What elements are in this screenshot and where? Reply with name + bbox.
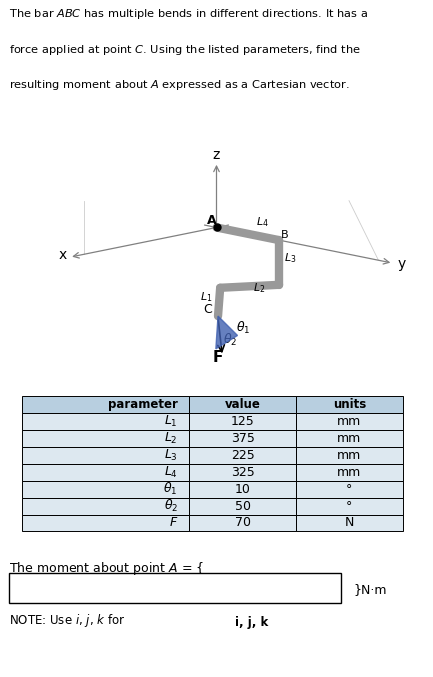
Text: mm: mm — [337, 432, 362, 445]
Bar — [296, 447, 403, 464]
Text: $\theta_2$: $\theta_2$ — [164, 498, 178, 514]
Text: C: C — [203, 303, 212, 316]
Text: °: ° — [346, 483, 352, 496]
Bar — [189, 413, 296, 430]
Bar — [22, 396, 189, 413]
Bar — [22, 498, 189, 515]
Text: $L_1$: $L_1$ — [200, 290, 212, 304]
Bar — [296, 413, 403, 430]
Text: 10: 10 — [235, 483, 251, 496]
Text: 70: 70 — [235, 517, 251, 529]
Text: $L_1$: $L_1$ — [164, 414, 178, 429]
Text: $\mathbf{F}$: $\mathbf{F}$ — [212, 349, 223, 366]
Text: value: value — [225, 398, 261, 411]
Text: $\theta_2$: $\theta_2$ — [223, 332, 237, 349]
Polygon shape — [216, 316, 238, 349]
Bar — [296, 464, 403, 481]
Bar — [189, 396, 296, 413]
Bar — [296, 498, 403, 515]
Text: 225: 225 — [231, 449, 255, 462]
Text: }N·m: }N·m — [354, 583, 387, 596]
Bar — [296, 515, 403, 531]
Bar — [189, 515, 296, 531]
Bar — [22, 413, 189, 430]
Bar — [189, 430, 296, 447]
Bar — [9, 573, 341, 603]
Bar — [22, 464, 189, 481]
Text: N: N — [345, 517, 354, 529]
Text: NOTE: Use $\mathit{i}$, $\mathit{j}$, $\mathit{k}$ for: NOTE: Use $\mathit{i}$, $\mathit{j}$, $\… — [9, 612, 125, 629]
Text: i, j, k: i, j, k — [235, 616, 268, 629]
Text: x: x — [58, 248, 67, 262]
Text: $\theta_1$: $\theta_1$ — [236, 320, 251, 336]
Bar — [189, 498, 296, 515]
Text: force applied at point $\mathit{C}$. Using the listed parameters, find the: force applied at point $\mathit{C}$. Usi… — [9, 43, 360, 56]
Text: mm: mm — [337, 415, 362, 428]
Text: $L_4$: $L_4$ — [255, 215, 268, 230]
Bar — [296, 481, 403, 498]
Bar — [22, 447, 189, 464]
Text: units: units — [333, 398, 366, 411]
Bar — [22, 515, 189, 531]
Text: $\theta_1$: $\theta_1$ — [164, 481, 178, 497]
Text: $L_2$: $L_2$ — [253, 282, 265, 295]
Text: mm: mm — [337, 466, 362, 479]
Bar — [296, 430, 403, 447]
Text: 375: 375 — [231, 432, 255, 445]
Bar — [189, 447, 296, 464]
Text: $L_3$: $L_3$ — [284, 251, 297, 265]
Text: resulting moment about $\mathit{A}$ expressed as a Cartesian vector.: resulting moment about $\mathit{A}$ expr… — [9, 79, 349, 92]
Text: 125: 125 — [231, 415, 255, 428]
Text: z: z — [213, 148, 220, 162]
Text: 50: 50 — [235, 500, 251, 512]
Text: $L_4$: $L_4$ — [164, 464, 178, 480]
Text: The moment about point $\mathit{A}$ = {: The moment about point $\mathit{A}$ = { — [9, 560, 204, 577]
Text: parameter: parameter — [108, 398, 178, 411]
Text: $L_3$: $L_3$ — [164, 447, 178, 463]
Text: $L_2$: $L_2$ — [164, 431, 178, 446]
Text: The bar $\mathit{ABC}$ has multiple bends in different directions. It has a: The bar $\mathit{ABC}$ has multiple bend… — [9, 7, 368, 21]
Bar — [189, 464, 296, 481]
Bar — [296, 396, 403, 413]
Text: y: y — [397, 257, 406, 271]
Text: A: A — [207, 214, 216, 227]
Bar — [22, 430, 189, 447]
Text: $F$: $F$ — [168, 517, 178, 529]
Text: °: ° — [346, 500, 352, 512]
Bar — [189, 481, 296, 498]
Text: 325: 325 — [231, 466, 255, 479]
Bar — [22, 481, 189, 498]
Text: B: B — [281, 230, 289, 240]
Text: mm: mm — [337, 449, 362, 462]
